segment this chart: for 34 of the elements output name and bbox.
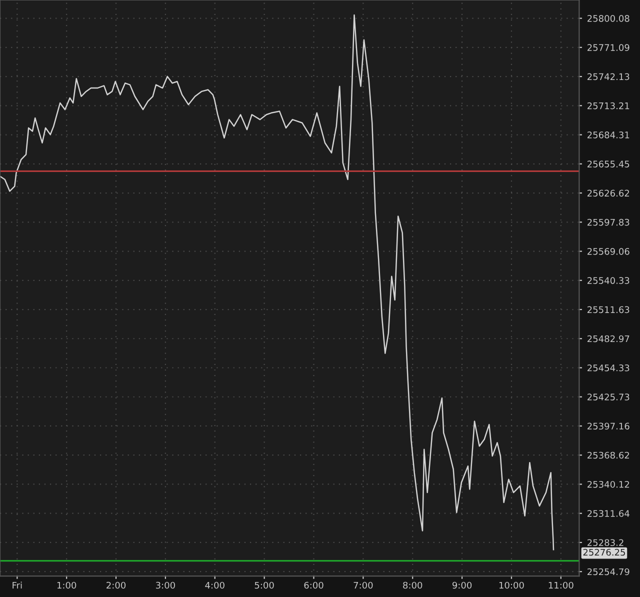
y-tick-label: 25684.31 xyxy=(588,132,630,138)
y-tick-label: 25254.79 xyxy=(588,568,630,576)
y-tick-label: 25397.16 xyxy=(588,422,630,430)
x-tick-label: 8:00 xyxy=(403,582,422,589)
y-tick-label: 25454.33 xyxy=(588,364,630,372)
x-tick-label: 10:00 xyxy=(499,582,524,589)
y-tick-label: 25771.09 xyxy=(588,44,630,51)
x-tick-label: Fri xyxy=(12,582,22,589)
y-tick-label: 25742.13 xyxy=(588,73,630,80)
y-tick-label: 25597.83 xyxy=(588,218,630,226)
line-series xyxy=(0,14,554,550)
x-tick-label: 4:00 xyxy=(205,582,224,589)
y-tick-label: 25540.33 xyxy=(588,277,630,284)
y-tick-label: 25713.21 xyxy=(588,102,630,110)
x-tick-label: 3:00 xyxy=(156,582,175,589)
x-tick-label: 11:00 xyxy=(548,582,574,589)
y-tick-label: 25569.06 xyxy=(588,248,630,255)
x-tick-label: 2:00 xyxy=(106,582,126,589)
x-tick-label: 9:00 xyxy=(452,582,472,589)
x-tick-label: 5:00 xyxy=(254,582,274,589)
text: 25276.25 xyxy=(583,548,625,556)
x-tick-label: 1:00 xyxy=(57,582,76,589)
y-tick-label: 25511.63 xyxy=(588,306,630,314)
y-tick-label: 25425.73 xyxy=(588,394,630,400)
y-tick-label: 25340.12 xyxy=(588,480,630,488)
y-tick-label: 25368.62 xyxy=(588,452,630,459)
y-tick-label: 25482.97 xyxy=(588,335,630,342)
y-tick-label: 25800.08 xyxy=(588,15,630,22)
y-tick-label: 25283.2 xyxy=(588,539,624,546)
y-tick-label: 25655.45 xyxy=(588,160,630,168)
x-tick-label: 7:00 xyxy=(354,582,373,589)
y-tick-label: 25311.64 xyxy=(588,510,630,517)
x-tick-label: 6:00 xyxy=(304,582,324,589)
y-tick-label: 25626.62 xyxy=(588,190,630,197)
